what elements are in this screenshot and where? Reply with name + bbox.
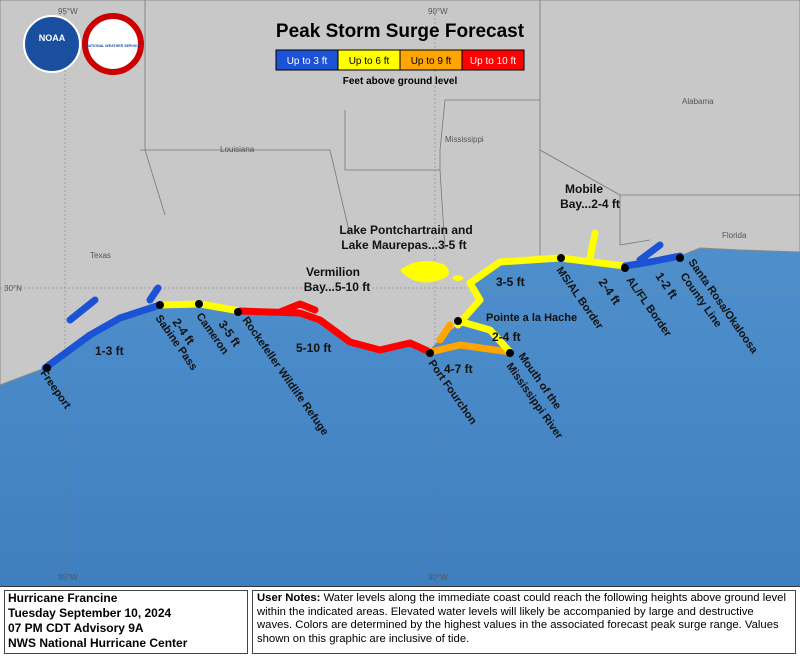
state-label: Alabama — [682, 97, 714, 106]
nws-logo-text: NATIONAL WEATHER SERVICE — [86, 44, 140, 48]
location-dots — [43, 254, 684, 372]
area-label: Bay...5-10 ft — [304, 280, 370, 294]
noaa-logo-text: NOAA — [39, 33, 66, 43]
surge-orange — [426, 321, 514, 356]
surge-label: 4-7 ft — [444, 362, 473, 376]
location-label: Pointe a la Hache — [486, 312, 577, 324]
legend-label: Up to 3 ft — [287, 56, 328, 67]
state-label: Louisiana — [220, 145, 255, 154]
title: Peak Storm Surge Forecast — [276, 21, 525, 42]
advisory-box: Hurricane Francine Tuesday September 10,… — [4, 590, 248, 654]
lon-label: 90°W — [428, 7, 448, 16]
surge-yellow-east — [454, 229, 629, 356]
area-label: Lake Pontchartrain and — [339, 223, 472, 237]
surge-label: 1-3 ft — [95, 344, 124, 358]
state-label: Mississippi — [445, 135, 484, 144]
legend-swatch — [461, 49, 525, 71]
graticule — [0, 10, 800, 586]
noaa-logo — [23, 15, 81, 73]
area-label: Bay...2-4 ft — [560, 197, 620, 211]
nws-logo — [82, 13, 144, 75]
legend-caption: Feet above ground level — [343, 76, 458, 87]
legend-label: Up to 6 ft — [349, 56, 390, 67]
state-borders — [140, 0, 800, 255]
notes-heading: User Notes: — [257, 592, 321, 604]
lake-pontchartrain — [400, 261, 464, 283]
lon-label: 95°W — [58, 573, 78, 582]
legend-label: Up to 10 ft — [470, 56, 516, 67]
map: NOAA NATIONAL WEATHER SERVICE Peak Storm… — [0, 0, 800, 586]
footer: Hurricane Francine Tuesday September 10,… — [0, 586, 800, 656]
surge-blue — [41, 284, 164, 372]
surge-label: 5-10 ft — [296, 341, 331, 355]
surge-blue-east — [621, 241, 684, 270]
surge-label: 3-5 ft — [496, 275, 525, 289]
state-label: Florida — [722, 231, 747, 240]
lat-label: 30°N — [4, 284, 22, 293]
advisory: 07 PM CDT Advisory 9A — [8, 621, 144, 635]
notes-box: User Notes: Water levels along the immed… — [252, 590, 796, 654]
surge-lines — [41, 229, 684, 372]
area-label: Vermilion — [306, 265, 360, 279]
state-label: Texas — [90, 251, 111, 260]
notes-text: Water levels along the immediate coast c… — [257, 592, 786, 645]
storm-name: Hurricane Francine — [8, 591, 118, 605]
center: NWS National Hurricane Center — [8, 636, 188, 650]
area-label: Lake Maurepas...3-5 ft — [341, 238, 466, 252]
surge-red — [236, 300, 434, 356]
legend: Up to 3 ft Up to 6 ft Up to 9 ft Up to 10 f… — [275, 49, 525, 71]
area-label: Mobile — [565, 182, 603, 196]
surge-label: 2-4 ft — [492, 330, 521, 344]
date: Tuesday September 10, 2024 — [8, 606, 172, 620]
lon-label: 90°W — [428, 573, 448, 582]
legend-label: Up to 9 ft — [411, 56, 452, 67]
lon-label: 95°W — [58, 7, 78, 16]
